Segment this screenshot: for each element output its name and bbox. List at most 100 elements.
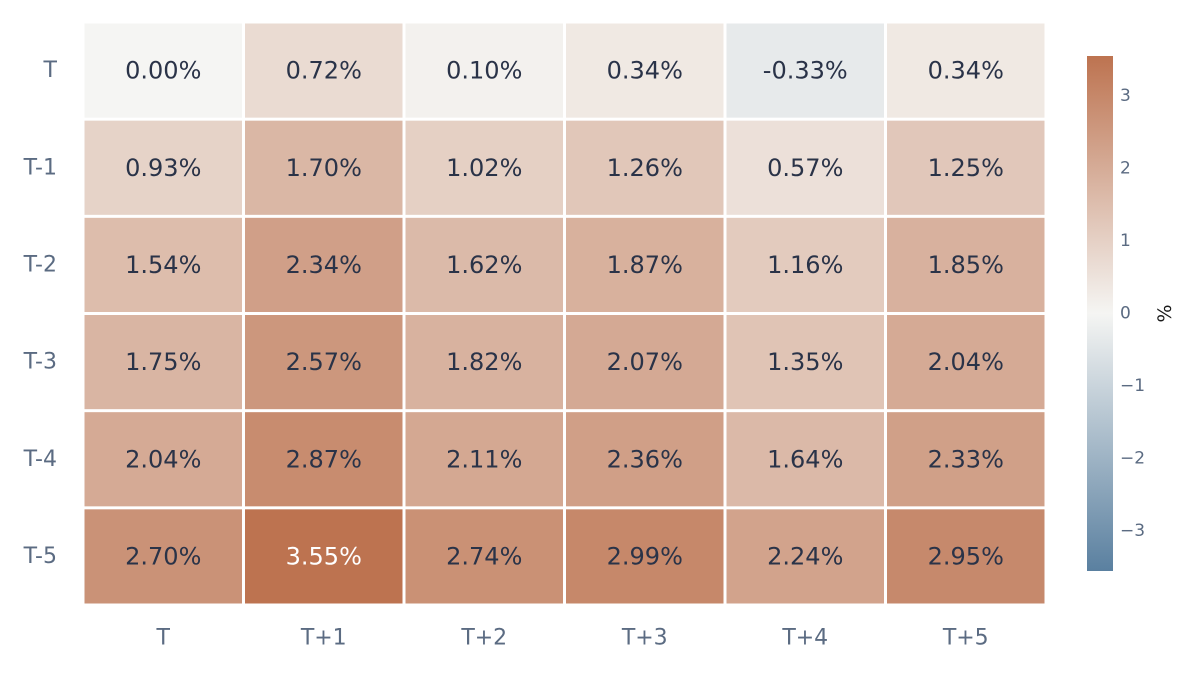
heatmap-cell	[566, 217, 724, 312]
heatmap-cell	[887, 217, 1045, 312]
x-axis-tick-label: T+1	[300, 626, 347, 651]
heatmap-cell-label: 1.82%	[446, 348, 522, 376]
heatmap-cell-label: 2.57%	[286, 348, 362, 376]
y-axis-tick-label: T-5	[23, 544, 57, 569]
colorbar-tick-label: 2	[1120, 158, 1131, 178]
heatmap-cell-label: 2.07%	[607, 348, 683, 376]
heatmap-cell	[245, 315, 403, 410]
heatmap-cell	[245, 23, 403, 118]
heatmap-cell	[566, 120, 724, 215]
heatmap-cell-label: 2.24%	[767, 542, 843, 570]
heatmap-cell	[887, 23, 1045, 118]
heatmap-cell-label: 2.74%	[446, 542, 522, 570]
heatmap-cells	[84, 23, 1045, 604]
heatmap-cell-label: 0.93%	[125, 154, 201, 182]
heatmap-cell-label: 1.26%	[607, 154, 683, 182]
heatmap-cell-label: 2.04%	[928, 348, 1004, 376]
heatmap-cell-label: 2.70%	[125, 542, 201, 570]
heatmap-cell	[84, 509, 242, 604]
heatmap-cell-label: 1.75%	[125, 348, 201, 376]
heatmap-cell-label: 1.85%	[928, 251, 1004, 279]
heatmap-cell	[566, 315, 724, 410]
heatmap-cell	[887, 120, 1045, 215]
heatmap-cell	[245, 217, 403, 312]
heatmap-cell-label: 2.34%	[286, 251, 362, 279]
heatmap-cell-label: 2.04%	[125, 445, 201, 473]
y-axis-tick-label: T-2	[23, 252, 57, 277]
y-axis-tick-labels: T T-1 T-2 T-3 T-4 T-5	[23, 58, 58, 569]
heatmap-cell	[726, 509, 884, 604]
colorbar-tick-labels: 3 2 1 0 −1 −2 −3	[1120, 86, 1145, 541]
heatmap-cell	[245, 412, 403, 507]
y-axis-tick-label: T	[43, 58, 58, 83]
x-axis-tick-label: T+5	[942, 626, 989, 651]
heatmap-cell-label: 3.55%	[286, 542, 362, 570]
heatmap-cell-label: 2.33%	[928, 445, 1004, 473]
heatmap-cell	[726, 412, 884, 507]
x-axis-tick-label: T+2	[460, 626, 507, 651]
colorbar: 3 2 1 0 −1 −2 −3 %	[1087, 56, 1176, 571]
colorbar-tick-label: 0	[1120, 304, 1131, 324]
heatmap-cell-label: 0.34%	[607, 57, 683, 85]
heatmap-cell-label: 2.11%	[446, 445, 522, 473]
heatmap-cell	[405, 120, 563, 215]
colorbar-tick-label: −2	[1120, 449, 1145, 469]
x-axis-tick-labels: T T+1 T+2 T+3 T+4 T+5	[156, 626, 989, 651]
heatmap-cell-label: 2.36%	[607, 445, 683, 473]
heatmap-cell-label: 1.16%	[767, 251, 843, 279]
heatmap-cell	[726, 120, 884, 215]
heatmap-cell	[405, 412, 563, 507]
heatmap-cell	[84, 217, 242, 312]
heatmap-cell	[726, 315, 884, 410]
heatmap-cell-label: 0.57%	[767, 154, 843, 182]
colorbar-gradient	[1087, 56, 1113, 571]
heatmap-cell-label: 0.00%	[125, 57, 201, 85]
heatmap-cell-label: -0.33%	[763, 57, 848, 85]
y-axis-tick-label: T-1	[23, 155, 57, 180]
heatmap-cell	[84, 23, 242, 118]
x-axis-tick-label: T	[156, 626, 171, 651]
y-axis-tick-label: T-4	[23, 447, 57, 472]
heatmap-cell	[405, 217, 563, 312]
heatmap-cell-label: 1.25%	[928, 154, 1004, 182]
heatmap-cell	[84, 120, 242, 215]
colorbar-title: %	[1154, 304, 1176, 322]
heatmap-cell-labels: 0.00% 0.72% 0.10% 0.34% -0.33% 0.34% 0.93% 1.70…	[125, 57, 1004, 571]
colorbar-tick-label: −1	[1120, 376, 1145, 396]
y-axis-tick-label: T-3	[23, 350, 57, 375]
heatmap-cell	[566, 509, 724, 604]
colorbar-tick-label: 1	[1120, 231, 1131, 251]
heatmap-cell	[887, 509, 1045, 604]
heatmap-cell	[245, 509, 403, 604]
heatmap-cell	[405, 509, 563, 604]
heatmap-cell-label: 2.95%	[928, 542, 1004, 570]
heatmap-cell	[887, 315, 1045, 410]
heatmap-cell-label: 0.10%	[446, 57, 522, 85]
heatmap-cell	[726, 23, 884, 118]
heatmap-cell	[84, 412, 242, 507]
heatmap-cell	[405, 23, 563, 118]
heatmap-cell-label: 1.70%	[286, 154, 362, 182]
heatmap-cell-label: 1.35%	[767, 348, 843, 376]
heatmap-cell-label: 1.64%	[767, 445, 843, 473]
heatmap-cell-label: 2.99%	[607, 542, 683, 570]
heatmap-cell-label: 1.62%	[446, 251, 522, 279]
heatmap-cell-label: 0.72%	[286, 57, 362, 85]
heatmap-cell-label: 1.87%	[607, 251, 683, 279]
heatmap-cell-label: 0.34%	[928, 57, 1004, 85]
heatmap-cell-label: 1.54%	[125, 251, 201, 279]
heatmap-cell-label: 2.87%	[286, 445, 362, 473]
heatmap-cell	[405, 315, 563, 410]
x-axis-tick-label: T+4	[781, 626, 828, 651]
heatmap-cell	[887, 412, 1045, 507]
colorbar-tick-label: −3	[1120, 521, 1145, 541]
heatmap-cell	[726, 217, 884, 312]
heatmap-cell	[566, 412, 724, 507]
colorbar-tick-label: 3	[1120, 86, 1131, 106]
heatmap-cell	[566, 23, 724, 118]
heatmap-cell	[245, 120, 403, 215]
x-axis-tick-label: T+3	[621, 626, 668, 651]
heatmap-cell	[84, 315, 242, 410]
